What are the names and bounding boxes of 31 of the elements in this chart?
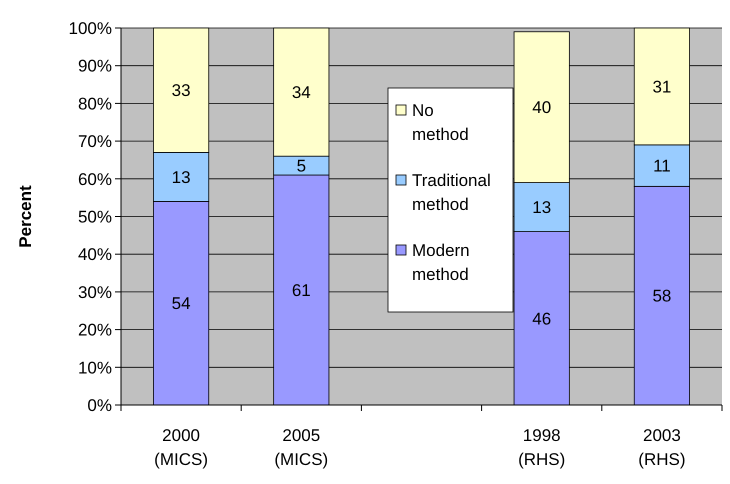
y-tick-label: 30% bbox=[78, 282, 112, 302]
legend-label: Modern method bbox=[412, 241, 470, 284]
x-tick-label: 2000 (MICS) bbox=[154, 426, 208, 469]
y-tick-label: 10% bbox=[78, 358, 112, 378]
x-tick-label: 2005 (MICS) bbox=[274, 426, 328, 469]
x-tick-label: 1998 (RHS) bbox=[518, 426, 566, 469]
y-tick-label: 0% bbox=[87, 396, 112, 415]
data-label: 61 bbox=[292, 281, 311, 300]
data-label: 40 bbox=[532, 98, 552, 118]
data-label: 34 bbox=[292, 83, 311, 102]
data-label: 46 bbox=[532, 309, 552, 328]
y-tick-label: 70% bbox=[78, 132, 112, 152]
data-label: 54 bbox=[172, 294, 191, 314]
y-tick-label: 60% bbox=[78, 170, 112, 189]
data-label: 58 bbox=[652, 286, 672, 306]
data-label: 13 bbox=[172, 168, 191, 187]
data-label: 31 bbox=[652, 77, 672, 96]
y-tick-label: 90% bbox=[78, 56, 112, 76]
y-tick-label: 100% bbox=[68, 19, 112, 38]
y-tick-label: 50% bbox=[78, 208, 112, 226]
data-label: 13 bbox=[532, 198, 552, 218]
data-label: 5 bbox=[296, 156, 306, 176]
data-label: 11 bbox=[653, 156, 671, 176]
legend-label: Traditional method bbox=[412, 171, 491, 214]
y-tick-label: 40% bbox=[78, 245, 112, 264]
x-tick-label: 2003 (RHS) bbox=[638, 426, 686, 469]
data-label: 33 bbox=[172, 81, 191, 100]
legend-label: No method bbox=[412, 101, 469, 144]
y-tick-label: 20% bbox=[78, 320, 112, 340]
y-tick-label: 80% bbox=[78, 94, 112, 114]
y-axis-title: Percent bbox=[16, 184, 35, 248]
